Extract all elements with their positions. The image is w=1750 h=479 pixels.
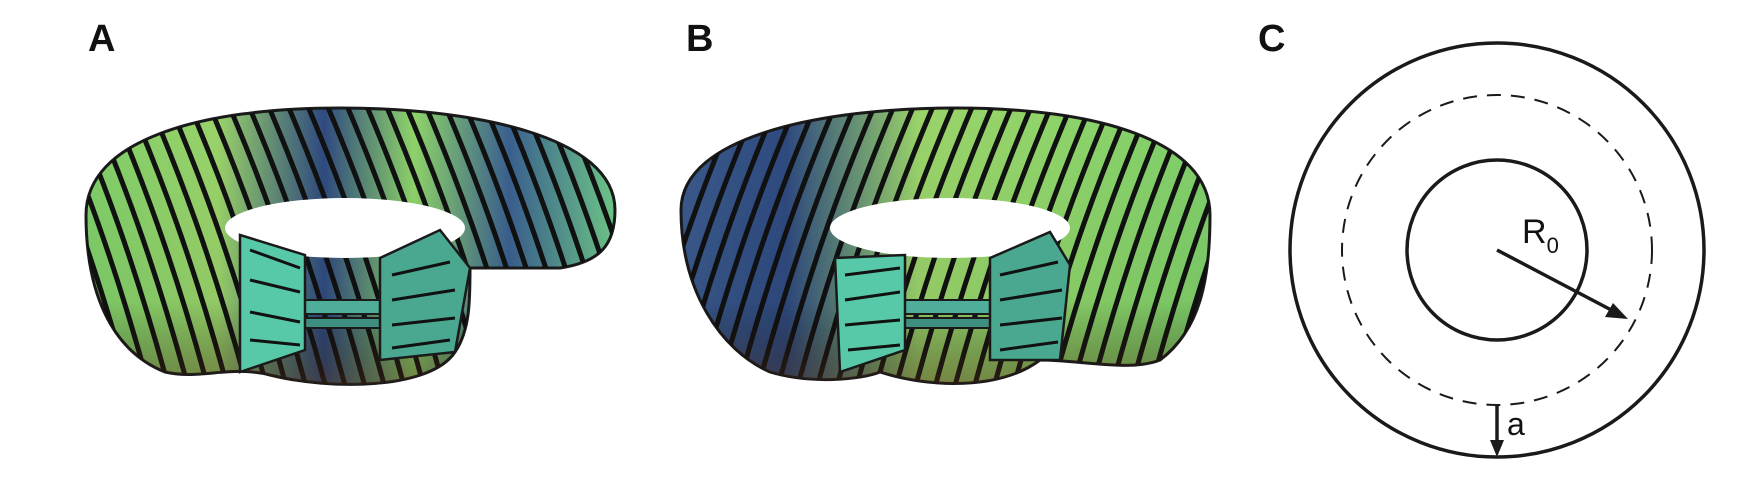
panel-label-b: B <box>686 18 714 60</box>
major-radius-arrowhead <box>1605 303 1628 319</box>
inner-boundary-circle <box>1405 158 1589 342</box>
minor-radius-label: a <box>1507 406 1525 442</box>
major-radius-label: R0 <box>1522 213 1559 258</box>
minor-radius-arrowhead <box>1490 440 1504 457</box>
panel-label-a: A <box>88 18 116 60</box>
torus-b <box>679 106 1212 385</box>
torus-a <box>84 106 617 386</box>
major-radius-symbol: R <box>1522 213 1547 251</box>
cross-section-diagram: R0 a <box>1288 41 1706 459</box>
major-radius-subscript: 0 <box>1547 233 1559 258</box>
major-radius-arrow <box>1496 248 1618 315</box>
panel-label-c: C <box>1258 18 1286 60</box>
